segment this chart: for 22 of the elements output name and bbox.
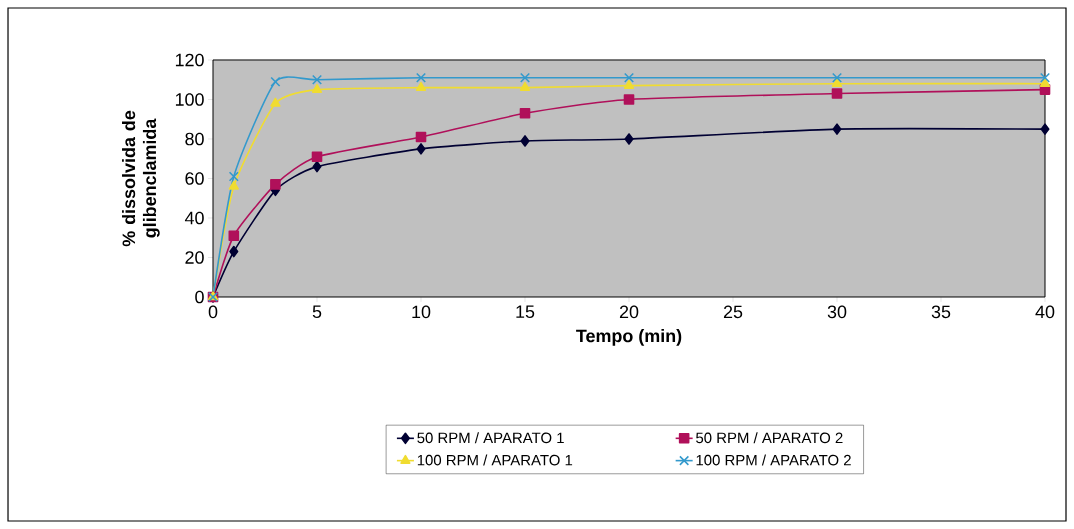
x-tick-label: 30 xyxy=(827,305,847,319)
x-tick-label: 40 xyxy=(1035,305,1055,319)
y-tick-label: 80 xyxy=(185,132,204,146)
y-tick-label: 60 xyxy=(185,172,204,185)
legend-label: 50 RPM / APARATO 1 xyxy=(417,432,564,444)
x-tick-label: 35 xyxy=(931,305,951,319)
y-axis-title: % dissolvida de glibenclamida xyxy=(122,110,160,247)
y-tick-label: 120 xyxy=(175,53,204,67)
legend-label: 100 RPM / APARATO 1 xyxy=(417,454,573,466)
y-tick-label: 20 xyxy=(185,251,204,264)
legend-label: 50 RPM / APARATO 2 xyxy=(696,432,843,444)
x-tick-label: 15 xyxy=(516,305,535,319)
y-tick-label: 0 xyxy=(195,290,204,304)
x-tick-label: 25 xyxy=(723,305,743,319)
x-axis-title: Tempo (min) xyxy=(576,329,682,346)
y-tick-label: 100 xyxy=(175,93,204,106)
x-tick-label: 0 xyxy=(208,305,218,319)
x-tick-label: 10 xyxy=(412,305,431,319)
x-tick-label: 5 xyxy=(312,305,322,319)
legend-label: 100 RPM / APARATO 2 xyxy=(696,454,851,466)
y-tick-label: 40 xyxy=(184,211,204,225)
x-tick-label: 20 xyxy=(619,305,639,319)
